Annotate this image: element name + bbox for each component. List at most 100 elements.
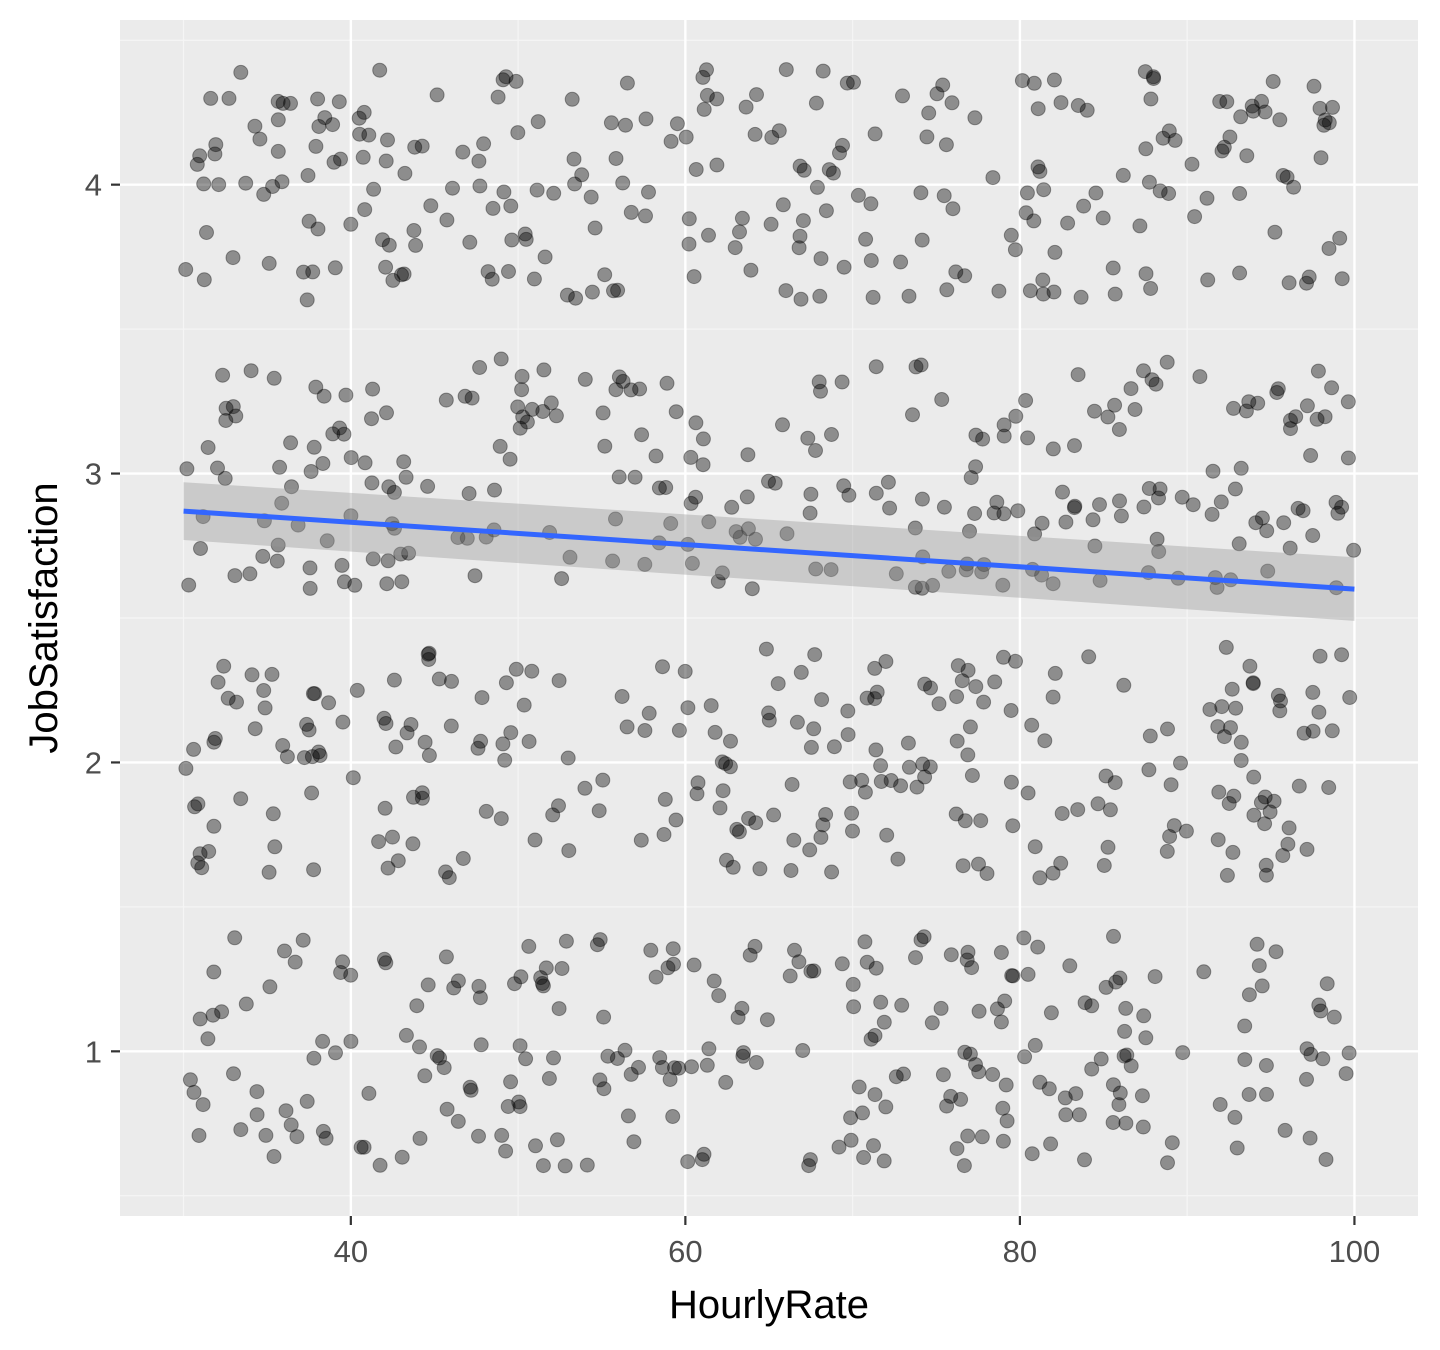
data-point bbox=[247, 721, 263, 737]
data-point bbox=[371, 834, 387, 850]
data-point bbox=[376, 951, 392, 967]
data-point bbox=[1045, 865, 1061, 881]
data-point bbox=[226, 1066, 241, 1082]
data-point bbox=[771, 123, 787, 139]
data-point bbox=[732, 224, 747, 240]
data-point bbox=[694, 1152, 710, 1168]
data-point bbox=[1098, 979, 1114, 995]
data-point bbox=[648, 448, 664, 464]
data-point bbox=[638, 111, 654, 127]
data-point bbox=[905, 407, 920, 423]
data-point bbox=[801, 1158, 817, 1174]
data-point bbox=[1281, 820, 1297, 836]
data-point bbox=[299, 1093, 315, 1109]
data-point bbox=[380, 860, 396, 876]
data-point bbox=[1141, 174, 1157, 190]
data-point bbox=[690, 775, 706, 791]
data-point bbox=[1210, 832, 1226, 848]
data-point bbox=[808, 443, 823, 458]
data-point bbox=[262, 979, 278, 995]
data-point bbox=[665, 1109, 681, 1124]
data-point bbox=[1175, 1045, 1191, 1061]
data-point bbox=[1266, 793, 1282, 809]
data-point bbox=[856, 1150, 872, 1165]
data-point bbox=[1241, 1087, 1257, 1102]
data-point bbox=[474, 690, 490, 706]
minor-gridlines bbox=[120, 20, 1418, 1216]
data-point bbox=[1204, 506, 1220, 522]
data-point bbox=[1018, 205, 1034, 221]
data-point bbox=[583, 189, 599, 205]
data-point bbox=[907, 520, 923, 536]
data-point bbox=[534, 976, 550, 991]
data-point bbox=[306, 439, 322, 455]
data-point bbox=[267, 839, 283, 855]
data-point bbox=[1316, 117, 1332, 133]
data-point bbox=[671, 722, 687, 738]
data-point bbox=[269, 553, 285, 569]
data-point bbox=[327, 260, 343, 276]
data-point bbox=[1246, 807, 1262, 823]
data-point bbox=[1116, 1048, 1132, 1064]
data-point bbox=[809, 179, 825, 195]
data-point bbox=[464, 390, 480, 406]
data-point bbox=[228, 408, 244, 424]
data-point bbox=[689, 786, 705, 802]
data-point bbox=[217, 470, 233, 486]
data-point bbox=[1305, 723, 1321, 739]
data-point bbox=[623, 1066, 639, 1082]
data-point bbox=[1321, 115, 1337, 131]
data-point bbox=[964, 768, 980, 783]
data-point bbox=[1055, 484, 1070, 500]
data-point bbox=[1159, 843, 1175, 859]
data-point bbox=[526, 271, 542, 287]
data-point bbox=[227, 930, 243, 946]
data-point bbox=[270, 112, 286, 128]
data-point bbox=[850, 187, 866, 203]
data-point bbox=[1275, 168, 1291, 183]
data-point bbox=[283, 435, 299, 451]
data-point bbox=[500, 1099, 516, 1114]
data-point bbox=[796, 162, 812, 178]
data-point bbox=[409, 998, 425, 1014]
data-point bbox=[304, 749, 320, 765]
data-point bbox=[979, 866, 995, 881]
data-point bbox=[605, 553, 621, 569]
data-point bbox=[1053, 95, 1069, 111]
data-point bbox=[261, 255, 277, 271]
data-point bbox=[266, 1149, 282, 1164]
data-point bbox=[620, 1108, 636, 1124]
data-point bbox=[1260, 563, 1276, 579]
data-point bbox=[378, 716, 394, 731]
data-point bbox=[1238, 403, 1254, 419]
data-point bbox=[325, 117, 341, 133]
data-point bbox=[301, 722, 317, 738]
data-point bbox=[261, 864, 277, 880]
data-point bbox=[408, 237, 424, 253]
data-point bbox=[357, 455, 373, 471]
data-point bbox=[1155, 130, 1171, 146]
data-point bbox=[627, 469, 643, 485]
data-point bbox=[530, 114, 546, 130]
data-point bbox=[657, 791, 673, 807]
data-point bbox=[1077, 1152, 1092, 1168]
data-point bbox=[512, 1099, 528, 1115]
data-point bbox=[730, 1009, 746, 1025]
data-point bbox=[792, 158, 808, 174]
data-point bbox=[1227, 1109, 1243, 1125]
data-point bbox=[407, 139, 423, 155]
data-point bbox=[378, 955, 394, 971]
data-point bbox=[278, 1103, 294, 1119]
data-point bbox=[1105, 1115, 1121, 1130]
data-point bbox=[631, 1059, 646, 1075]
data-point bbox=[1118, 1115, 1134, 1131]
data-point bbox=[943, 1088, 959, 1104]
data-point bbox=[917, 769, 933, 785]
data-point bbox=[546, 185, 562, 201]
data-point bbox=[592, 1072, 608, 1088]
data-point bbox=[1286, 179, 1302, 195]
data-point bbox=[823, 562, 839, 578]
data-point bbox=[865, 289, 881, 305]
data-point bbox=[225, 250, 241, 266]
data-point bbox=[207, 731, 223, 746]
